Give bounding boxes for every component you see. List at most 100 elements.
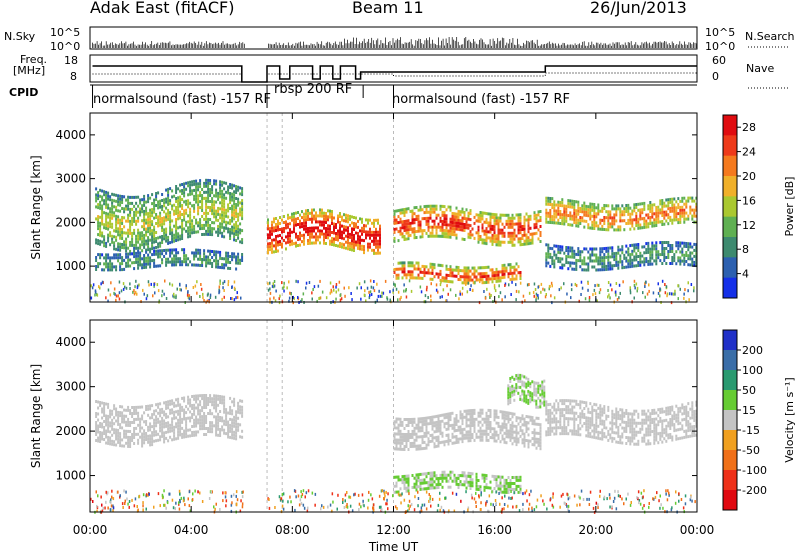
echo-cell — [315, 220, 317, 224]
echo-cell — [667, 244, 670, 247]
echo-cell — [147, 256, 150, 260]
echo-cell — [341, 245, 343, 249]
echo-cell — [139, 417, 142, 421]
echo-cell — [553, 262, 556, 266]
echo-cell — [671, 250, 674, 253]
echo-cell — [95, 265, 98, 268]
echo-cell — [203, 255, 206, 259]
echo-cell — [667, 204, 670, 208]
noise-cell — [185, 286, 187, 290]
echo-cell — [215, 200, 218, 204]
echo-cell — [597, 227, 600, 231]
echo-cell — [509, 417, 512, 421]
echo-cell — [413, 441, 416, 445]
echo-cell — [557, 206, 560, 210]
echo-cell — [513, 265, 516, 269]
echo-cell — [447, 442, 450, 446]
echo-cell — [221, 225, 224, 229]
noise-cell — [381, 291, 383, 295]
echo-cell — [575, 215, 578, 219]
echo-cell — [223, 401, 226, 405]
echo-cell — [353, 240, 355, 243]
echo-cell — [459, 416, 462, 420]
echo-cell — [457, 440, 460, 444]
echo-cell — [529, 415, 532, 419]
echo-cell — [121, 216, 124, 219]
echo-cell — [273, 250, 275, 254]
echo-cell — [493, 225, 496, 229]
echo-cell — [613, 264, 616, 268]
echo-cell — [399, 267, 402, 271]
echo-cell — [469, 430, 472, 434]
echo-cell — [107, 265, 110, 269]
echo-cell — [695, 243, 698, 247]
echo-cell — [667, 253, 670, 256]
echo-cell — [485, 432, 488, 436]
echo-cell — [519, 216, 522, 220]
echo-cell — [111, 421, 114, 425]
echo-cell — [343, 243, 345, 247]
echo-cell — [195, 424, 198, 428]
echo-cell — [473, 236, 476, 240]
echo-cell — [507, 420, 510, 424]
echo-cell — [301, 240, 303, 244]
echo-cell — [147, 224, 150, 228]
echo-cell — [695, 249, 698, 253]
echo-cell — [555, 244, 558, 248]
echo-cell — [237, 215, 240, 219]
echo-cell — [687, 245, 690, 249]
echo-cell — [665, 213, 668, 217]
echo-cell — [167, 406, 170, 410]
noise-cell — [674, 289, 676, 293]
echo-cell — [545, 202, 548, 206]
echo-cell — [111, 412, 114, 416]
echo-cell — [353, 234, 355, 237]
echo-cell — [281, 227, 283, 231]
echo-cell — [425, 422, 428, 426]
echo-cell — [461, 419, 464, 423]
echo-cell — [127, 246, 130, 250]
noise-cell — [392, 290, 394, 294]
echo-cell — [513, 222, 516, 226]
echo-cell — [105, 211, 108, 215]
echo-cell — [671, 221, 674, 225]
noise-cell — [535, 292, 538, 296]
echo-cell — [483, 220, 486, 224]
echo-cell — [615, 210, 618, 214]
noise-cell — [279, 294, 281, 298]
echo-cell — [167, 400, 170, 404]
echo-cell — [683, 253, 686, 257]
echo-cell — [653, 259, 656, 263]
freq-label: Freq. — [20, 53, 48, 66]
echo-cell — [271, 232, 273, 236]
echo-cell — [525, 439, 528, 442]
noise-cell — [219, 279, 221, 283]
echo-cell — [145, 242, 148, 246]
echo-cell — [201, 409, 204, 413]
noise-cell — [203, 299, 205, 302]
echo-cell — [601, 268, 604, 272]
echo-cell — [165, 188, 168, 192]
echo-cell — [209, 252, 212, 256]
echo-cell — [97, 427, 100, 431]
echo-cell — [97, 221, 100, 225]
echo-cell — [539, 225, 542, 228]
echo-cell — [693, 263, 696, 267]
noise-cell — [300, 299, 302, 303]
echo-cell — [489, 412, 492, 415]
echo-cell — [125, 246, 128, 250]
echo-cell — [527, 218, 530, 222]
echo-cell — [147, 248, 150, 252]
echo-cell — [241, 214, 244, 218]
echo-cell — [517, 237, 520, 241]
echo-cell — [99, 203, 102, 207]
echo-cell — [533, 440, 536, 444]
echo-cell — [593, 227, 596, 230]
echo-cell — [159, 249, 162, 253]
echo-cell — [201, 227, 204, 230]
echo-cell — [677, 212, 680, 216]
echo-cell — [593, 247, 596, 251]
echo-cell — [221, 198, 224, 202]
echo-cell — [639, 254, 642, 258]
echo-cell — [409, 261, 412, 265]
